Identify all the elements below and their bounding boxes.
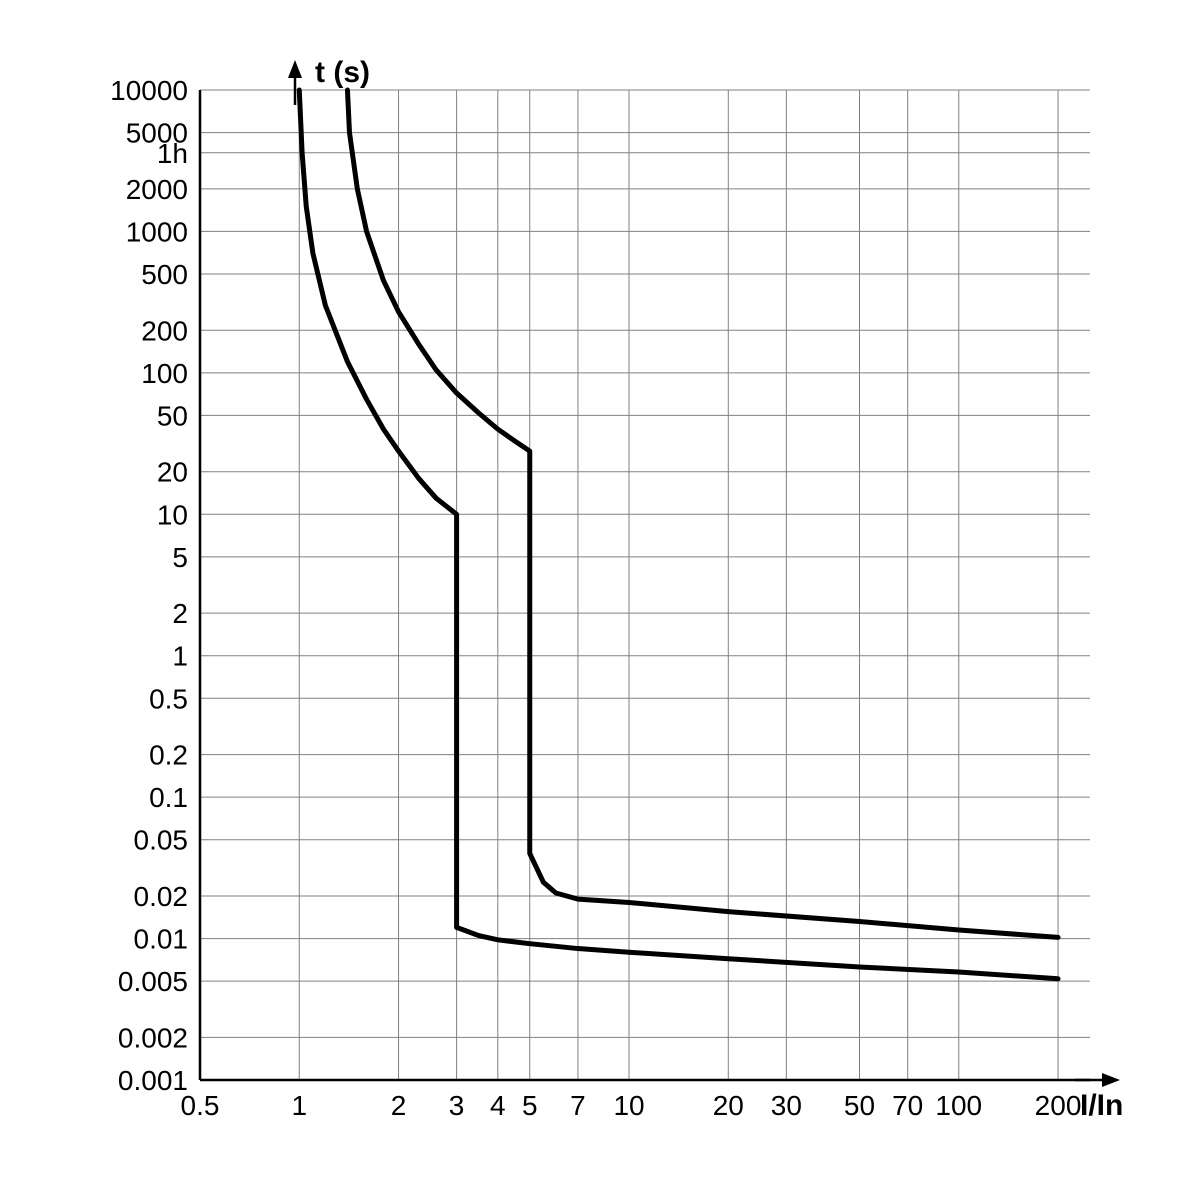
svg-text:50: 50 xyxy=(157,400,188,431)
svg-text:0.5: 0.5 xyxy=(181,1090,220,1121)
svg-text:100: 100 xyxy=(935,1090,982,1121)
svg-text:0.01: 0.01 xyxy=(134,924,189,955)
trip-curve-chart: 0.001 0.002 0.005 0.01 0.02 0.05 0.1 0.2 0.5 1 2 5 1… xyxy=(50,60,1150,1140)
chart-svg: 0.001 0.002 0.005 0.01 0.02 0.05 0.1 0.2 0.5 1 2 5 1… xyxy=(50,60,1150,1140)
svg-text:20: 20 xyxy=(157,457,188,488)
svg-text:2000: 2000 xyxy=(126,174,188,205)
svg-text:0.2: 0.2 xyxy=(149,740,188,771)
svg-text:1: 1 xyxy=(172,641,188,672)
svg-text:0.02: 0.02 xyxy=(134,881,189,912)
svg-text:30: 30 xyxy=(771,1090,802,1121)
svg-text:0.1: 0.1 xyxy=(149,782,188,813)
svg-text:5: 5 xyxy=(172,542,188,573)
svg-text:I/In: I/In xyxy=(1080,1089,1123,1122)
svg-text:0.001: 0.001 xyxy=(118,1065,188,1096)
svg-text:200: 200 xyxy=(141,315,188,346)
svg-text:3: 3 xyxy=(449,1090,465,1121)
svg-text:100: 100 xyxy=(141,358,188,389)
svg-text:2: 2 xyxy=(172,598,188,629)
svg-text:20: 20 xyxy=(713,1090,744,1121)
svg-text:10: 10 xyxy=(613,1090,644,1121)
svg-text:0.5: 0.5 xyxy=(149,683,188,714)
svg-text:10000: 10000 xyxy=(110,75,188,106)
svg-text:t (s): t (s) xyxy=(315,60,370,89)
svg-text:0.005: 0.005 xyxy=(118,966,188,997)
svg-text:50: 50 xyxy=(844,1090,875,1121)
svg-text:5: 5 xyxy=(522,1090,538,1121)
svg-text:1: 1 xyxy=(291,1090,307,1121)
svg-text:2: 2 xyxy=(391,1090,407,1121)
svg-text:70: 70 xyxy=(892,1090,923,1121)
svg-text:4: 4 xyxy=(490,1090,506,1121)
svg-text:500: 500 xyxy=(141,259,188,290)
svg-text:0.05: 0.05 xyxy=(134,825,189,856)
svg-text:10: 10 xyxy=(157,499,188,530)
svg-text:1000: 1000 xyxy=(126,216,188,247)
svg-text:5000: 5000 xyxy=(126,118,188,149)
svg-text:7: 7 xyxy=(570,1090,586,1121)
svg-text:200: 200 xyxy=(1035,1090,1082,1121)
svg-text:0.002: 0.002 xyxy=(118,1022,188,1053)
